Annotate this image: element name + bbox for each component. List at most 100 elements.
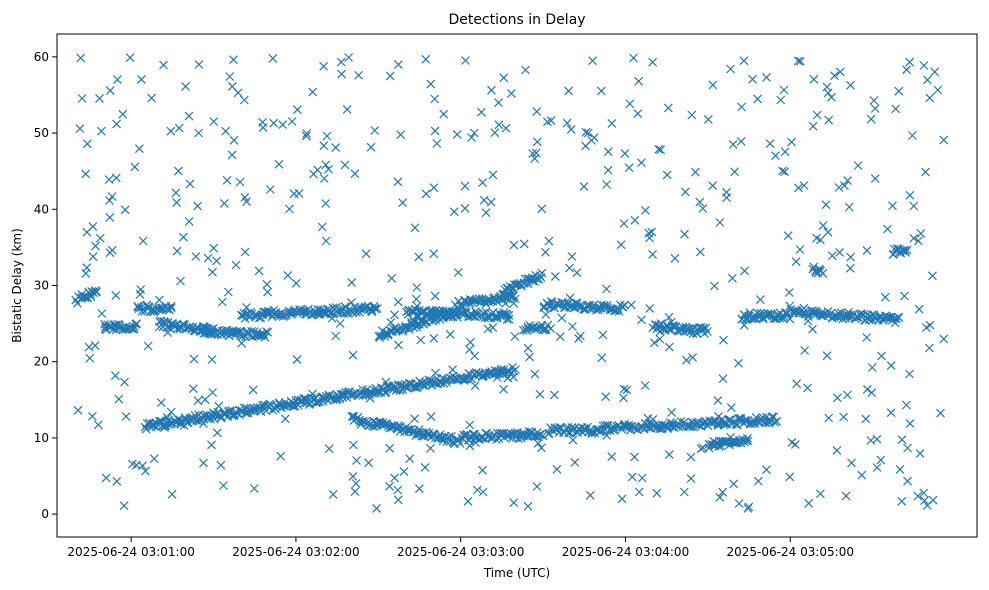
data-point [743,436,753,446]
data-point [416,335,426,345]
data-point [903,443,913,453]
data-point [567,252,577,261]
data-point [381,329,391,339]
data-point [393,60,403,70]
data-point [473,310,482,320]
data-point [596,86,606,96]
data-point [734,499,744,508]
data-point [335,319,345,328]
data-point [465,441,475,451]
data-point [331,331,341,341]
data-point [655,334,665,344]
data-point [933,85,943,95]
data-point [703,114,713,124]
y-tick-label: 10 [34,431,49,445]
data-point [656,145,666,155]
data-point [184,217,194,226]
data-point [857,470,867,480]
data-point [648,57,658,67]
data-point [607,452,617,462]
data-point [741,436,751,446]
data-point [763,309,773,319]
data-point [886,361,896,371]
data-point [393,485,403,495]
data-point [880,292,890,302]
data-point [644,228,654,238]
data-point [372,503,382,513]
data-point [681,355,691,365]
data-point [163,328,173,338]
data-point [386,317,396,327]
data-point [840,181,849,191]
data-point [268,53,278,63]
data-point [630,215,640,225]
data-point [176,276,185,286]
data-point [372,304,382,313]
data-point [467,311,477,321]
data-point [112,119,122,129]
data-point [645,303,655,313]
data-point [861,414,871,424]
data-point [449,207,459,217]
data-point [348,440,358,450]
data-point [82,139,92,149]
data-point [340,302,350,312]
data-point [713,396,723,406]
data-point [160,423,170,432]
data-point [695,197,705,207]
data-point [364,458,374,468]
data-point [588,56,598,66]
data-point [411,294,421,304]
data-point [111,173,121,183]
data-point [620,419,630,429]
data-point [84,342,94,352]
data-point [843,176,853,186]
data-point [652,488,662,498]
data-point [835,67,845,77]
data-point [812,233,822,243]
data-point [289,189,299,199]
data-point [414,484,424,494]
data-point [350,169,360,179]
data-point [96,126,106,136]
data-point [432,139,442,148]
data-point [140,466,150,476]
data-point [924,343,934,353]
data-point [214,401,224,411]
data-point [602,180,612,189]
data-point [702,327,712,336]
data-point [390,473,400,483]
data-point [167,489,177,499]
data-point [664,450,674,460]
data-point [393,495,403,505]
x-axis-label: Time (UTC) [483,566,550,580]
data-point [77,94,87,103]
data-point [88,252,98,262]
data-point [812,110,822,120]
data-points [71,53,949,513]
data-point [530,154,540,164]
data-point [783,231,793,241]
data-point [86,292,96,302]
data-point [240,247,250,257]
data-point [114,394,124,404]
data-point [589,133,599,143]
data-point [376,331,386,341]
data-point [827,92,836,102]
data-point [818,221,828,231]
data-point [800,346,810,355]
data-point [490,128,500,138]
data-point [95,93,104,103]
data-point [209,243,219,253]
data-point [602,284,611,294]
data-point [308,389,317,399]
data-point [809,74,819,84]
data-point [536,443,546,453]
data-point [776,95,786,105]
data-point [469,128,479,138]
data-point [654,144,664,154]
data-point [564,86,574,96]
data-point [523,343,533,353]
data-point [470,351,480,361]
data-point [105,212,115,222]
